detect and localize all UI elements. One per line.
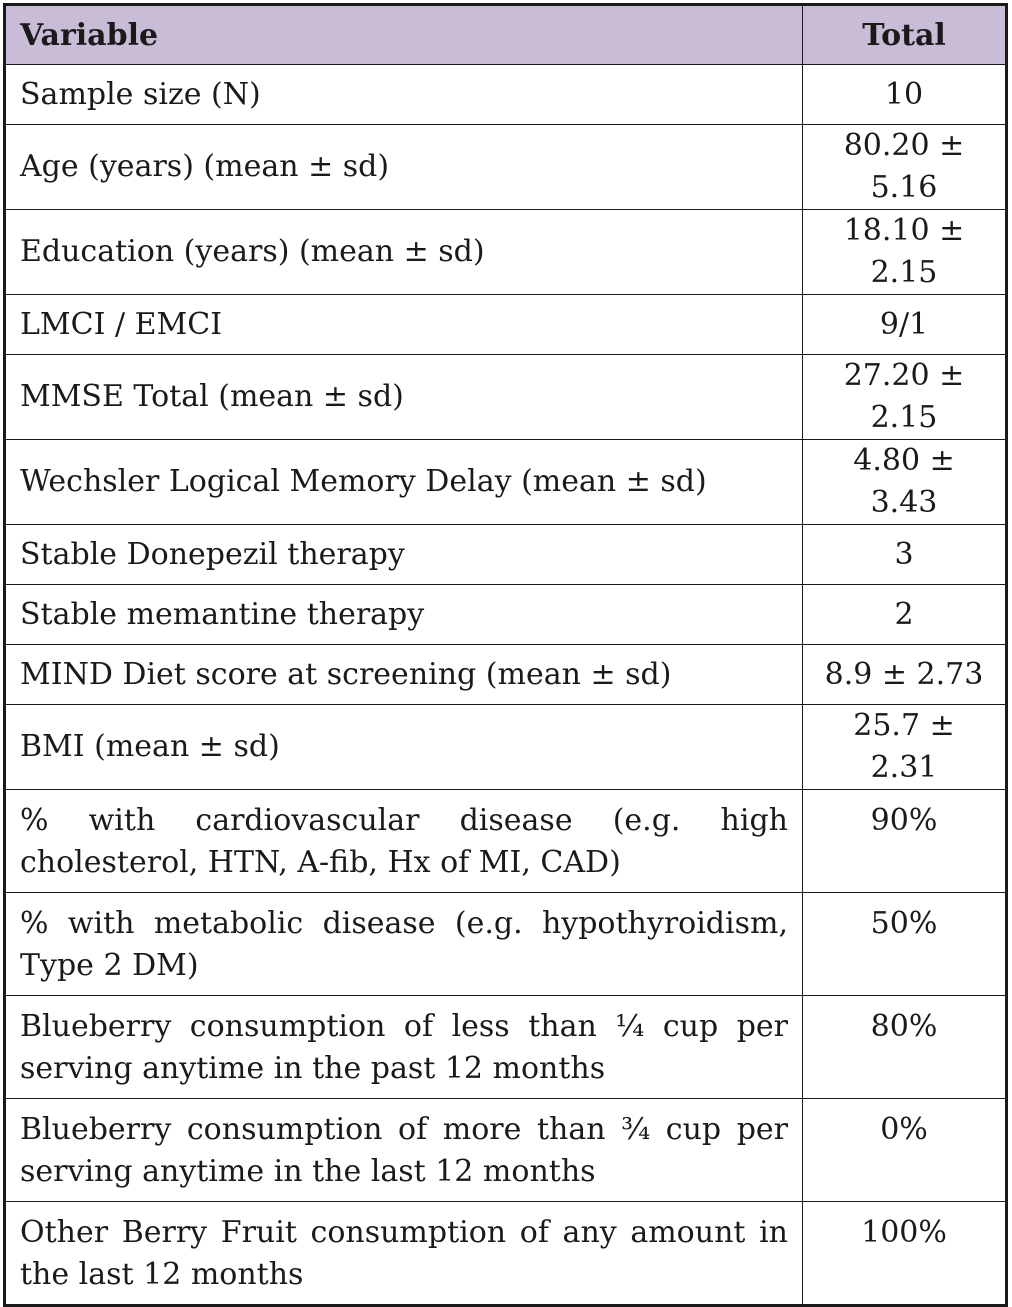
table-row: % with cardiovascular disease (e.g. high…: [5, 789, 1006, 893]
row-label: Age (years) (mean ± sd): [5, 124, 803, 210]
row-label: Sample size (N): [5, 64, 803, 125]
table-row: Blueberry consumption of more than ¾ cup…: [5, 1098, 1006, 1202]
row-value: 18.10 ± 2.15: [802, 209, 1006, 295]
row-label: Stable memantine therapy: [5, 584, 803, 645]
row-label: Blueberry consumption of less than ¼ cup…: [5, 995, 803, 1099]
characteristics-table: Variable Total Sample size (N) 10 Age (y…: [5, 5, 1006, 1305]
row-label: BMI (mean ± sd): [5, 704, 803, 790]
table-row: MMSE Total (mean ± sd) 27.20 ± 2.15: [5, 354, 1006, 440]
row-label: Stable Donepezil therapy: [5, 524, 803, 585]
table-row: Stable Donepezil therapy 3: [5, 524, 1006, 585]
row-label: Wechsler Logical Memory Delay (mean ± sd…: [5, 439, 803, 525]
table-row: Blueberry consumption of less than ¼ cup…: [5, 995, 1006, 1099]
row-label: Education (years) (mean ± sd): [5, 209, 803, 295]
row-value: 0%: [802, 1098, 1006, 1202]
row-value: 8.9 ± 2.73: [802, 644, 1006, 705]
table-row: MIND Diet score at screening (mean ± sd)…: [5, 644, 1006, 705]
row-label: MIND Diet score at screening (mean ± sd): [5, 644, 803, 705]
row-value: 90%: [802, 789, 1006, 893]
row-value: 25.7 ± 2.31: [802, 704, 1006, 790]
table-row: Wechsler Logical Memory Delay (mean ± sd…: [5, 439, 1006, 525]
row-label: Other Berry Fruit consumption of any amo…: [5, 1201, 803, 1305]
row-label: Blueberry consumption of more than ¾ cup…: [5, 1098, 803, 1202]
table-row: Other Berry Fruit consumption of any amo…: [5, 1201, 1006, 1305]
table-row: Stable memantine therapy 2: [5, 584, 1006, 645]
row-value: 80%: [802, 995, 1006, 1099]
column-header-variable: Variable: [5, 5, 803, 65]
row-value: 50%: [802, 892, 1006, 996]
characteristics-table-container: Variable Total Sample size (N) 10 Age (y…: [3, 3, 1008, 1307]
table-row: BMI (mean ± sd) 25.7 ± 2.31: [5, 704, 1006, 790]
row-label: % with metabolic disease (e.g. hypothyro…: [5, 892, 803, 996]
row-value: 27.20 ± 2.15: [802, 354, 1006, 440]
table-row: LMCI / EMCI 9/1: [5, 294, 1006, 355]
row-label: MMSE Total (mean ± sd): [5, 354, 803, 440]
row-value: 10: [802, 64, 1006, 125]
row-value: 9/1: [802, 294, 1006, 355]
row-label: LMCI / EMCI: [5, 294, 803, 355]
table-row: Age (years) (mean ± sd) 80.20 ± 5.16: [5, 124, 1006, 210]
row-label: % with cardiovascular disease (e.g. high…: [5, 789, 803, 893]
row-value: 2: [802, 584, 1006, 645]
row-value: 4.80 ± 3.43: [802, 439, 1006, 525]
table-row: Education (years) (mean ± sd) 18.10 ± 2.…: [5, 209, 1006, 295]
column-header-total: Total: [802, 5, 1006, 65]
table-row: % with metabolic disease (e.g. hypothyro…: [5, 892, 1006, 996]
row-value: 3: [802, 524, 1006, 585]
table-header-row: Variable Total: [5, 5, 1006, 65]
table-row: Sample size (N) 10: [5, 64, 1006, 125]
row-value: 100%: [802, 1201, 1006, 1305]
row-value: 80.20 ± 5.16: [802, 124, 1006, 210]
